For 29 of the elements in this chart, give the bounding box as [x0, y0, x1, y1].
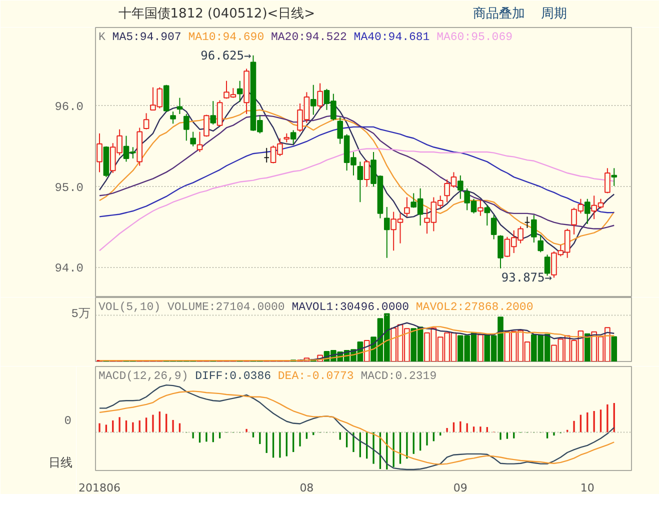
- annotation: 96.625→: [200, 48, 252, 62]
- text: MA5:94.907: [112, 31, 182, 44]
- legend-title: K: [98, 31, 106, 44]
- y-tick-label: 95.0: [54, 180, 84, 195]
- chart-title: 十年国债1812 (040512)<日线>: [118, 6, 316, 22]
- text: 周期: [541, 6, 568, 22]
- x-tick-label: 08: [300, 482, 314, 494]
- series-label: MAVOL2:27868.2000: [416, 301, 534, 314]
- text: MA20:94.522: [271, 31, 348, 44]
- series-label: DEA:-0.0773: [278, 370, 354, 383]
- text: MA60:95.069: [436, 31, 513, 44]
- text: MACD:0.2319: [360, 370, 437, 383]
- y-tick-label: 94.0: [54, 262, 84, 276]
- text: MA10:94.690: [188, 31, 264, 44]
- annotation: 93.875→: [501, 270, 552, 285]
- x-tick-label: 09: [453, 482, 468, 494]
- chart-title: MACD(12,26,9): [98, 370, 188, 383]
- annotation: VOLUME:27104.0000: [168, 301, 285, 314]
- y-tick-label: 96.0: [54, 100, 84, 114]
- series-label: MAVOL1:30496.0000: [292, 301, 410, 314]
- chart-title: VOL(5,10): [98, 301, 161, 314]
- text: 5万: [71, 306, 90, 321]
- x-tick-label: 10: [580, 482, 594, 494]
- ref-line-label: 0: [64, 414, 72, 428]
- series-label: DIFF:0.0386: [195, 370, 272, 383]
- x-tick-label: 201806: [78, 482, 121, 494]
- text: 商品叠加: [472, 6, 525, 22]
- x-axis-title: 日线: [48, 455, 72, 470]
- text: MA40:94.681: [354, 31, 430, 44]
